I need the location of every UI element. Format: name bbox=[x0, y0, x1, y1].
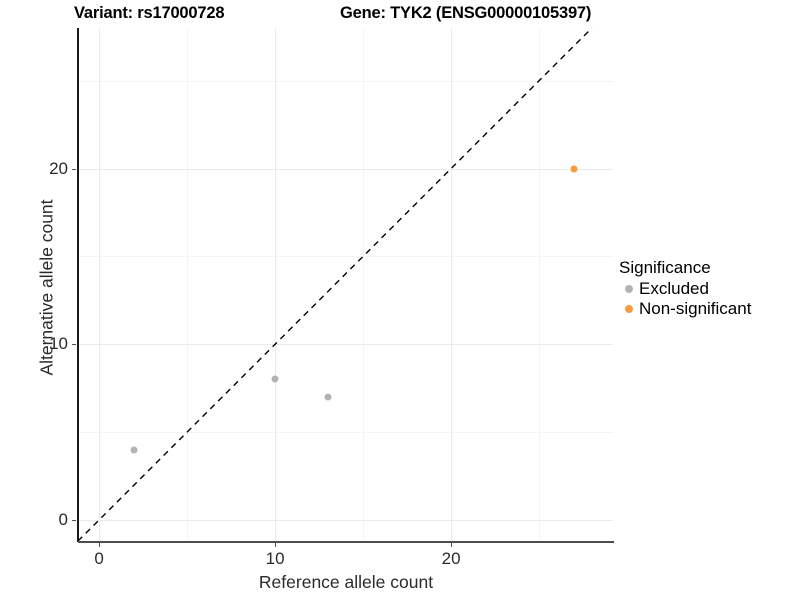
data-point[interactable] bbox=[324, 393, 332, 401]
x-axis-line bbox=[78, 541, 614, 543]
y-axis-tick bbox=[72, 519, 76, 521]
legend-item-non-significant[interactable]: Non-significant bbox=[619, 299, 794, 319]
y-axis-tick-label: 10 bbox=[49, 334, 68, 354]
x-axis-tick-label: 10 bbox=[265, 549, 285, 568]
legend-items: Excluded Non-significant bbox=[619, 279, 794, 319]
legend-item-label: Non-significant bbox=[639, 299, 752, 318]
gridline-major-horizontal bbox=[78, 344, 613, 346]
variant-title: Variant: rs17000728 bbox=[74, 4, 225, 22]
x-axis-tick bbox=[99, 543, 101, 547]
data-point[interactable] bbox=[130, 446, 138, 454]
x-axis-title: Reference allele count bbox=[258, 572, 434, 592]
gridline-minor-vertical bbox=[539, 28, 541, 541]
gridline-major-horizontal bbox=[78, 168, 613, 170]
gridline-minor-horizontal bbox=[78, 80, 613, 82]
gridline-major-vertical bbox=[451, 28, 453, 541]
gridline-major-vertical bbox=[99, 28, 101, 541]
legend-title: Significance bbox=[619, 258, 711, 277]
y-axis-tick-label: 20 bbox=[49, 158, 68, 178]
x-axis-tick bbox=[451, 543, 453, 547]
gridline-major-vertical bbox=[275, 28, 277, 541]
x-axis-tick-label: 0 bbox=[94, 549, 104, 568]
gridline-minor-horizontal bbox=[78, 432, 613, 434]
plot-panel bbox=[77, 27, 613, 542]
y-axis-tick bbox=[72, 168, 76, 170]
legend-item-excluded[interactable]: Excluded bbox=[619, 279, 794, 299]
gridline-minor-vertical bbox=[363, 28, 365, 541]
gene-title: Gene: TYK2 (ENSG00000105397) bbox=[340, 4, 592, 22]
x-axis-tick bbox=[275, 543, 277, 547]
y-axis-title: Alternative allele count bbox=[36, 199, 57, 376]
legend-marker-icon bbox=[619, 280, 638, 299]
legend: Significance Excluded Non-significant bbox=[619, 258, 794, 319]
gridline-minor-vertical bbox=[187, 28, 189, 541]
gridline-minor-horizontal bbox=[78, 256, 613, 258]
y-axis-line bbox=[77, 28, 79, 542]
y-axis-tick-label: 0 bbox=[58, 509, 68, 529]
legend-marker-icon bbox=[619, 300, 638, 319]
identity-reference-line bbox=[77, 27, 593, 542]
x-axis-tick-label: 20 bbox=[441, 549, 461, 568]
data-point[interactable] bbox=[570, 165, 578, 173]
legend-item-label: Excluded bbox=[639, 279, 709, 298]
y-axis-tick bbox=[72, 344, 76, 346]
gridline-major-horizontal bbox=[78, 519, 613, 521]
data-point[interactable] bbox=[271, 375, 279, 383]
